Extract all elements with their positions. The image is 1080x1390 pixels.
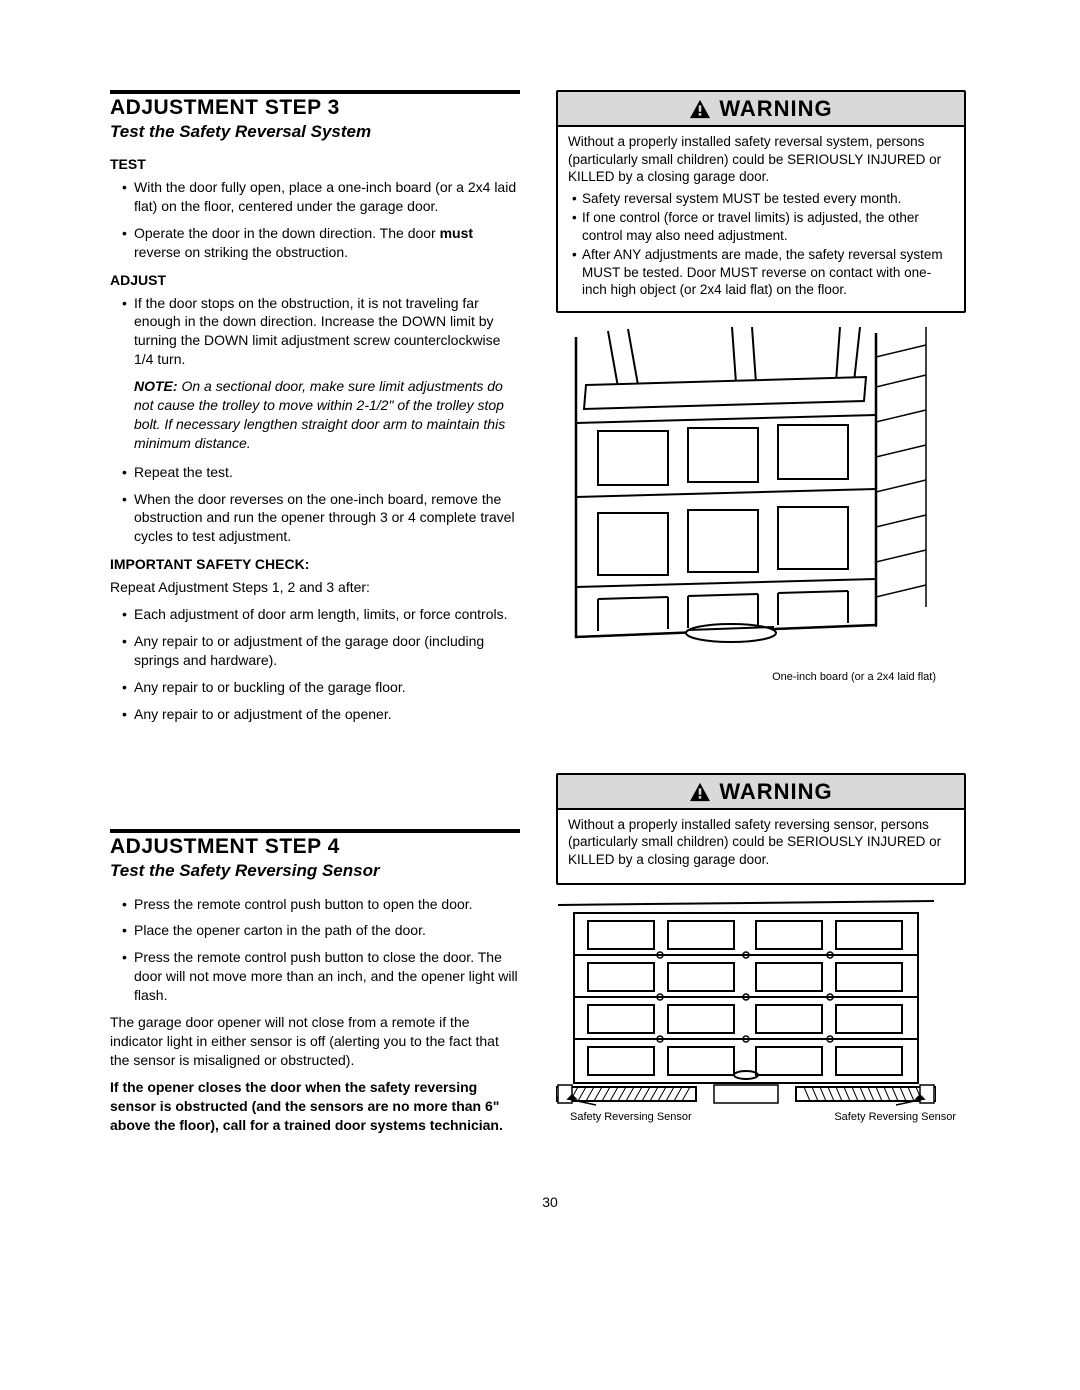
warning-header: WARNING xyxy=(558,92,964,127)
step-3-subtitle: Test the Safety Reversal System xyxy=(110,122,520,142)
warning-item-text: After ANY adjustments are made, the safe… xyxy=(582,247,943,297)
warning-item: After ANY adjustments are made, the safe… xyxy=(572,246,954,299)
warning-text: Without a properly installed safety reve… xyxy=(568,133,954,186)
check-item-text: Any repair to or adjustment of the opene… xyxy=(134,706,392,722)
warning-item-text: If one control (force or travel limits) … xyxy=(582,210,919,243)
check-item: Each adjustment of door arm length, limi… xyxy=(122,605,520,624)
warning-list: Safety reversal system MUST be tested ev… xyxy=(568,190,954,299)
note-text: On a sectional door, make sure limit adj… xyxy=(134,378,505,451)
step-3: ADJUSTMENT STEP 3 Test the Safety Revers… xyxy=(110,90,520,724)
warning-title: WARNING xyxy=(719,96,832,122)
adjust-list-2: Repeat the test. When the door reverses … xyxy=(110,463,520,547)
warning-icon xyxy=(689,99,711,119)
check-item: Any repair to or adjustment of the garag… xyxy=(122,632,520,670)
adjust-item-text: When the door reverses on the one-inch b… xyxy=(134,491,515,545)
step4-item-text: Press the remote control push button to … xyxy=(134,896,473,912)
warning-box-1: WARNING Without a properly installed saf… xyxy=(556,90,966,313)
page-columns: ADJUSTMENT STEP 3 Test the Safety Revers… xyxy=(110,90,990,1164)
check-item: Any repair to or adjustment of the opene… xyxy=(122,705,520,724)
test-heading: TEST xyxy=(110,156,520,172)
step-3-rule xyxy=(110,90,520,94)
warning-item: Safety reversal system MUST be tested ev… xyxy=(572,190,954,208)
warning-header: WARNING xyxy=(558,775,964,810)
test-item: Operate the door in the down direction. … xyxy=(122,224,520,262)
step4-item: Place the opener carton in the path of t… xyxy=(122,921,520,940)
adjust-heading: ADJUST xyxy=(110,272,520,288)
step-4-title: ADJUSTMENT STEP 4 xyxy=(110,835,520,859)
step4-item-text: Press the remote control push button to … xyxy=(134,949,518,1003)
step-4-list: Press the remote control push button to … xyxy=(110,895,520,1005)
step4-paragraph: The garage door opener will not close fr… xyxy=(110,1013,520,1070)
test-list: With the door fully open, place a one-in… xyxy=(110,178,520,262)
warning-body: Without a properly installed safety reve… xyxy=(558,810,964,883)
safety-check-lead: Repeat Adjustment Steps 1, 2 and 3 after… xyxy=(110,578,520,597)
step-4-subtitle: Test the Safety Reversing Sensor xyxy=(110,861,520,881)
adjust-list: If the door stops on the obstruction, it… xyxy=(110,294,520,370)
adjust-item-text: Repeat the test. xyxy=(134,464,233,480)
step-4-rule xyxy=(110,829,520,833)
step4-item: Press the remote control push button to … xyxy=(122,948,520,1005)
spacer xyxy=(110,754,520,829)
page-number: 30 xyxy=(110,1194,990,1210)
step4-item: Press the remote control push button to … xyxy=(122,895,520,914)
adjust-item: If the door stops on the obstruction, it… xyxy=(122,294,520,370)
sensor-label-left: Safety Reversing Sensor xyxy=(570,1111,692,1123)
sensor-label-right: Safety Reversing Sensor xyxy=(834,1111,956,1123)
figure-1-caption: One-inch board (or a 2x4 laid flat) xyxy=(556,671,966,683)
test-item: With the door fully open, place a one-in… xyxy=(122,178,520,216)
garage-iso-illustration xyxy=(556,327,936,667)
step-3-title: ADJUSTMENT STEP 3 xyxy=(110,96,520,120)
step-4: ADJUSTMENT STEP 4 Test the Safety Revers… xyxy=(110,829,520,1135)
check-item-text: Each adjustment of door arm length, limi… xyxy=(134,606,508,622)
warning-item: If one control (force or travel limits) … xyxy=(572,209,954,244)
warning-title: WARNING xyxy=(719,779,832,805)
warning-box-2: WARNING Without a properly installed saf… xyxy=(556,773,966,885)
adjust-item-text: If the door stops on the obstruction, it… xyxy=(134,295,500,368)
step4-item-text: Place the opener carton in the path of t… xyxy=(134,922,426,938)
check-item-text: Any repair to or adjustment of the garag… xyxy=(134,633,484,668)
warning-text: Without a properly installed safety reve… xyxy=(568,816,954,869)
adjust-item: When the door reverses on the one-inch b… xyxy=(122,490,520,547)
left-column: ADJUSTMENT STEP 3 Test the Safety Revers… xyxy=(110,90,520,1164)
garage-front-illustration xyxy=(556,899,936,1109)
right-column: WARNING Without a properly installed saf… xyxy=(556,90,966,1164)
note: NOTE: On a sectional door, make sure lim… xyxy=(110,377,520,453)
check-item-text: Any repair to or buckling of the garage … xyxy=(134,679,406,695)
note-label: NOTE: xyxy=(134,378,178,394)
warning-item-text: Safety reversal system MUST be tested ev… xyxy=(582,191,901,206)
step4-bold-paragraph: If the opener closes the door when the s… xyxy=(110,1078,520,1135)
spacer xyxy=(556,683,966,773)
adjust-item: Repeat the test. xyxy=(122,463,520,482)
test-item-text: With the door fully open, place a one-in… xyxy=(134,179,516,214)
safety-check-heading: IMPORTANT SAFETY CHECK: xyxy=(110,556,520,572)
warning-body: Without a properly installed safety reve… xyxy=(558,127,964,311)
sensor-labels: Safety Reversing Sensor Safety Reversing… xyxy=(556,1109,966,1123)
check-item: Any repair to or buckling of the garage … xyxy=(122,678,520,697)
warning-icon xyxy=(689,782,711,802)
safety-check-list: Each adjustment of door arm length, limi… xyxy=(110,605,520,723)
